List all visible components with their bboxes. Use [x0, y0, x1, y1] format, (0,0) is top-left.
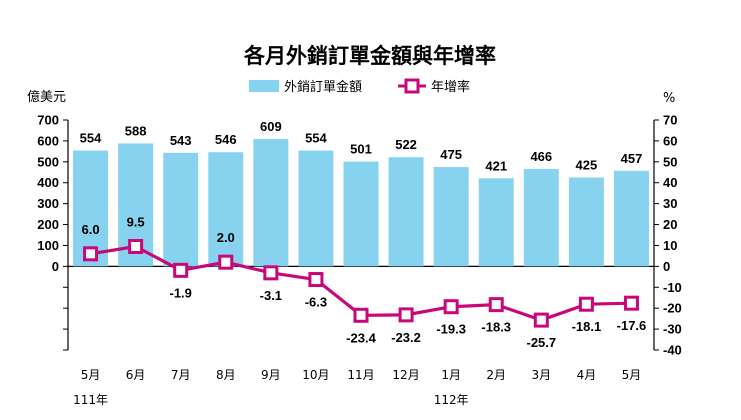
category-label: 4月 [577, 368, 597, 382]
category-label: 2月 [486, 368, 506, 382]
left-tick-label: 700 [37, 113, 59, 128]
right-tick-label: 50 [663, 154, 677, 169]
right-tick-label: 10 [663, 238, 677, 253]
left-tick-label: 600 [37, 133, 59, 148]
category-label: 6月 [126, 368, 146, 382]
right-tick-label: 60 [663, 133, 677, 148]
category-label: 9月 [261, 368, 281, 382]
right-tick-label: -30 [663, 322, 682, 337]
year-label: 112年 [434, 393, 469, 407]
right-tick-label: 40 [663, 175, 677, 190]
bar [208, 152, 244, 267]
growth-value-label: -18.1 [572, 319, 602, 334]
growth-point [398, 307, 414, 323]
legend-bar-label: 外銷訂單金額 [284, 79, 362, 95]
bar-value-label: 501 [350, 142, 372, 157]
growth-point [128, 239, 144, 254]
bar [478, 178, 514, 267]
category-label: 5月 [622, 368, 642, 382]
left-tick-label: 400 [37, 175, 59, 190]
chart-title: 各月外銷訂單金額與年增率 [243, 44, 496, 68]
growth-value-label: -23.2 [391, 330, 421, 345]
bars: 554 588 543 546 609 554 501 522 475 421 466 425 457 [73, 119, 649, 267]
growth-point [623, 295, 639, 311]
category-label: 11月 [347, 368, 374, 382]
bar [613, 170, 649, 267]
category-label: 7月 [171, 368, 191, 382]
growth-line: 6.0 9.5 -1.9 2.0 -3.1 -6.3 -23.4 -23.2 -19.3 -18.… [81, 215, 646, 351]
growth-point [533, 312, 549, 328]
bar-value-label: 546 [215, 132, 237, 147]
growth-value-label: -6.3 [305, 295, 327, 310]
right-tick-label: 0 [663, 259, 670, 274]
category-label: 1月 [441, 368, 461, 382]
category-label: 3月 [531, 368, 551, 382]
category-label: 8月 [216, 368, 236, 382]
growth-point [308, 272, 324, 288]
right-tick-label: -10 [663, 280, 682, 295]
growth-value-label: -1.9 [169, 285, 191, 300]
right-tick-label: 30 [663, 196, 677, 211]
growth-value-label: 2.0 [217, 230, 235, 245]
bar [163, 152, 199, 267]
bar-value-label: 554 [305, 131, 327, 146]
right-tick-label: -40 [663, 343, 682, 358]
bar [298, 150, 334, 267]
growth-point [83, 246, 99, 262]
growth-value-label: -17.6 [617, 318, 647, 333]
growth-point [488, 297, 504, 313]
category-label: 12月 [392, 368, 419, 382]
left-tick-label: 200 [37, 217, 59, 232]
category-labels: 5月 6月 7月 8月 9月 10月 11月 12月 1月 2月 3月 4月 5月 111年 112年 [73, 368, 641, 407]
bar [568, 177, 604, 267]
growth-point [578, 296, 594, 312]
bar [343, 161, 379, 267]
bar-value-label: 588 [125, 123, 147, 138]
bar-value-label: 425 [576, 158, 598, 173]
bar-value-label: 421 [485, 158, 507, 173]
bar [433, 167, 469, 267]
category-label: 5月 [81, 368, 101, 382]
year-label: 111年 [73, 393, 108, 407]
legend-bar-swatch [249, 80, 279, 92]
bar-value-label: 475 [440, 147, 462, 162]
bar-value-label: 554 [80, 131, 102, 146]
bar [253, 139, 289, 267]
legend-line-label: 年增率 [431, 79, 470, 95]
category-label: 10月 [302, 368, 329, 382]
legend-line-marker [404, 78, 420, 94]
growth-value-label: -18.3 [481, 320, 511, 335]
bar [388, 157, 424, 267]
growth-value-label: -3.1 [260, 288, 282, 303]
left-tick-label: 0 [52, 259, 59, 274]
growth-value-label: -23.4 [346, 330, 376, 345]
growth-point [173, 262, 189, 278]
growth-value-label: -25.7 [526, 335, 556, 350]
growth-point [353, 307, 369, 323]
bar-value-label: 457 [621, 151, 643, 166]
growth-value-label: -19.3 [436, 322, 466, 337]
left-tick-label: 300 [37, 196, 59, 211]
axes: 7006005004003002001000706050403020100-10… [37, 113, 682, 358]
growth-value-label: 6.0 [81, 222, 99, 237]
left-tick-label: 100 [37, 238, 59, 253]
bar-value-label: 609 [260, 119, 282, 134]
bar [523, 168, 559, 267]
left-tick-label: 500 [37, 154, 59, 169]
growth-value-label: 9.5 [127, 215, 145, 230]
right-tick-label: 20 [663, 217, 677, 232]
right-axis-unit: % [663, 91, 675, 106]
left-axis-unit: 億美元 [27, 89, 66, 105]
growth-point [443, 299, 459, 315]
bar-value-label: 522 [395, 137, 417, 152]
legend: 外銷訂單金額 年增率 [249, 78, 470, 95]
bar-value-label: 466 [530, 149, 552, 164]
right-tick-label: -20 [663, 301, 682, 316]
growth-point [218, 254, 234, 270]
growth-point [263, 265, 279, 281]
right-tick-label: 70 [663, 113, 677, 128]
bar-value-label: 543 [170, 133, 192, 148]
